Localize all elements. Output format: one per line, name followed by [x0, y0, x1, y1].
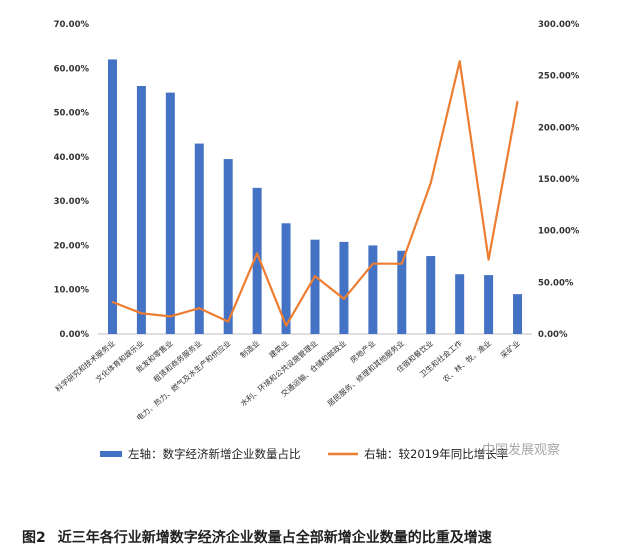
growth-point	[285, 324, 287, 327]
category-label: 农、林、牧、渔业	[440, 338, 493, 385]
bar	[484, 275, 494, 334]
right-axis-tick-label: 0.00%	[538, 330, 568, 340]
bar	[310, 239, 320, 334]
caption-text: 近三年各行业新增数字经济企业数量占全部新增企业数量的比重及增速	[57, 530, 492, 546]
right-axis-tick-label: 150.00%	[538, 175, 580, 185]
watermark: 中国发展观察	[482, 443, 561, 458]
right-axis-tick-label: 50.00%	[538, 278, 574, 288]
right-axis-tick-label: 200.00%	[538, 123, 580, 133]
growth-point	[227, 320, 229, 323]
bar	[194, 143, 204, 334]
category-label: 文化体育和娱乐业	[93, 338, 146, 385]
left-axis-tick-label: 70.00%	[54, 20, 90, 30]
bar	[223, 159, 233, 334]
right-axis-tick-label: 100.00%	[538, 227, 580, 237]
left-axis-tick-label: 40.00%	[54, 153, 90, 163]
bar	[426, 256, 436, 334]
growth-point	[343, 298, 345, 300]
growth-point	[487, 258, 490, 261]
left-axis-tick-label: 50.00%	[54, 109, 90, 119]
bar	[107, 59, 117, 335]
left-axis-tick-label: 20.00%	[54, 241, 90, 251]
category-label: 采矿业	[498, 338, 522, 360]
bar	[252, 187, 262, 334]
growth-point	[198, 307, 201, 309]
category-label: 建筑业	[267, 338, 291, 360]
growth-point	[429, 182, 432, 184]
bar	[455, 274, 465, 334]
growth-point	[458, 60, 461, 62]
legend-line-label: 右轴：较2019年同比增长率	[364, 447, 508, 461]
category-label: 租赁和商务服务业	[151, 338, 204, 385]
growth-point	[111, 301, 114, 303]
category-label: 制造业	[238, 338, 262, 360]
bar	[339, 241, 349, 334]
right-axis-tick-label: 300.00%	[538, 20, 580, 30]
bar	[165, 92, 175, 335]
bar	[397, 250, 407, 334]
growth-point	[314, 275, 316, 277]
figure-caption: 图2 近三年各行业新增数字经济企业数量占全部新增企业数量的比重及增速	[22, 527, 504, 547]
figure-label: 图2	[22, 530, 46, 546]
left-axis-tick-label: 10.00%	[54, 286, 90, 296]
growth-point	[256, 252, 258, 255]
left-axis-tick-label: 60.00%	[54, 64, 90, 74]
legend-bar-swatch	[100, 451, 122, 457]
growth-point	[372, 262, 374, 265]
left-axis-tick-label: 30.00%	[54, 197, 90, 207]
legend-bar-label: 左轴：数字经济新增企业数量占比	[128, 447, 301, 461]
growth-point	[140, 312, 143, 315]
bar	[513, 294, 523, 334]
right-axis-tick-label: 250.00%	[538, 72, 580, 82]
growth-point	[401, 262, 403, 265]
bar	[281, 223, 291, 334]
bar	[368, 245, 378, 334]
left-axis-tick-label: 0.00%	[60, 330, 90, 340]
bar	[136, 86, 146, 334]
growth-point	[169, 315, 172, 318]
growth-point	[516, 100, 519, 103]
